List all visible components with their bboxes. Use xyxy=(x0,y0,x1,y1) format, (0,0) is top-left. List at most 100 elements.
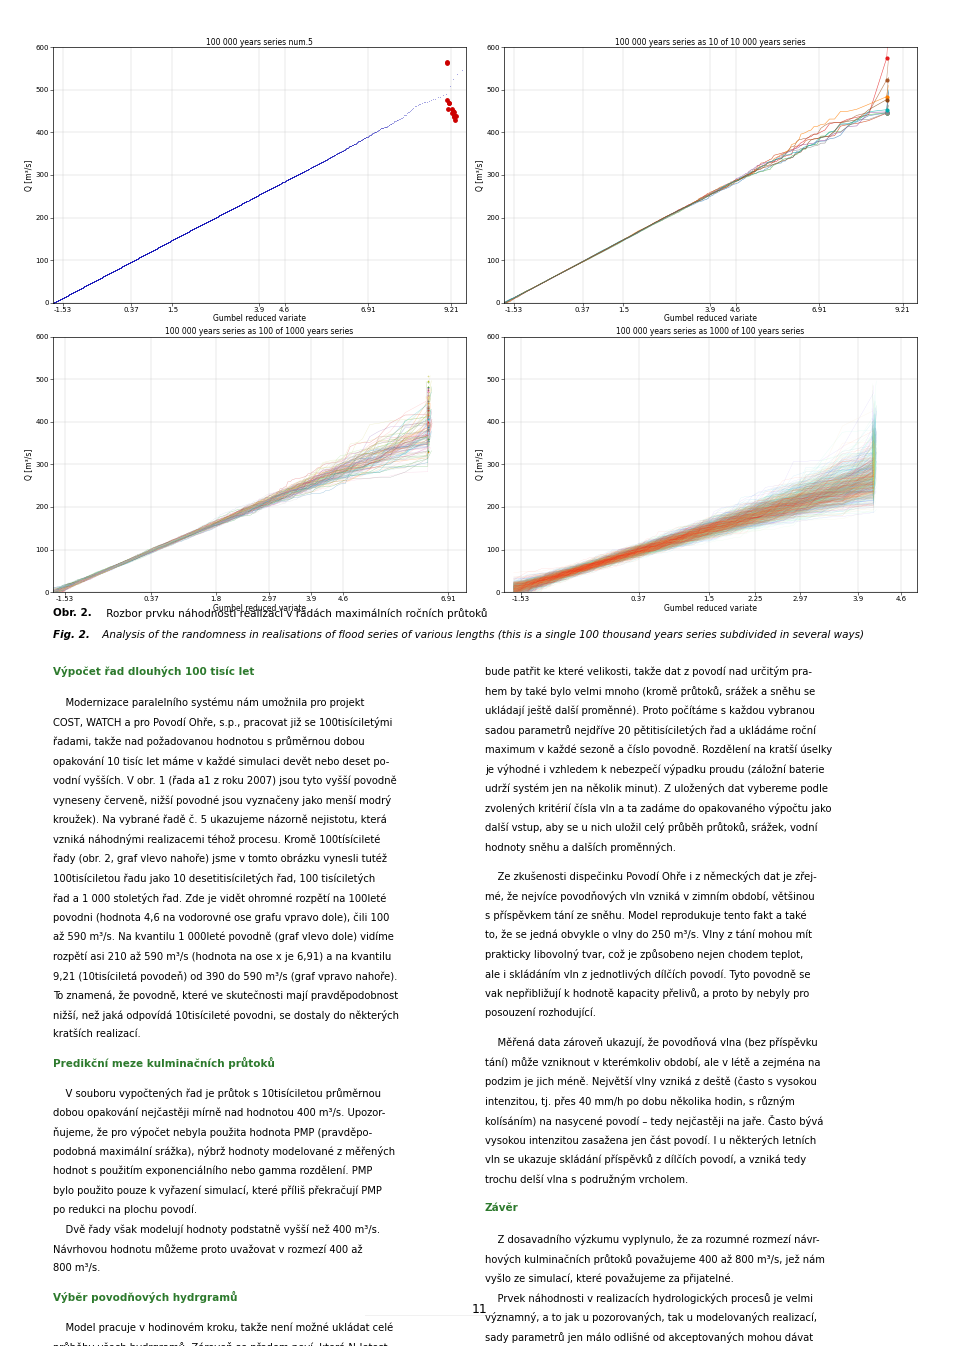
Point xyxy=(244,188,259,210)
Point xyxy=(102,262,117,284)
Point xyxy=(96,265,111,287)
Point xyxy=(80,275,95,296)
Point xyxy=(157,233,173,254)
Point xyxy=(266,176,281,198)
Point xyxy=(153,236,168,257)
Point xyxy=(84,272,100,293)
Point xyxy=(170,226,185,248)
Point xyxy=(189,217,204,238)
Point xyxy=(82,273,97,295)
Point xyxy=(159,232,175,253)
Point xyxy=(125,250,140,272)
Point xyxy=(101,264,116,285)
Point xyxy=(122,252,137,273)
Point xyxy=(62,284,78,306)
Point xyxy=(85,271,101,292)
Point xyxy=(132,246,148,268)
Point xyxy=(123,252,138,273)
Point xyxy=(83,273,98,295)
Point xyxy=(161,232,177,253)
Point xyxy=(126,249,141,271)
Point xyxy=(88,269,104,291)
Point xyxy=(80,275,95,296)
Point xyxy=(126,250,141,272)
Point xyxy=(60,285,75,307)
Point xyxy=(100,264,115,285)
Point xyxy=(106,261,121,283)
Point xyxy=(167,227,182,249)
Point xyxy=(148,238,163,260)
Point xyxy=(151,237,166,258)
Point xyxy=(95,267,110,288)
Point xyxy=(229,195,245,217)
Point xyxy=(148,238,163,260)
Point xyxy=(189,217,204,238)
Point xyxy=(154,236,169,257)
Point xyxy=(147,238,162,260)
Point xyxy=(121,253,136,275)
Point xyxy=(114,256,130,277)
Point xyxy=(120,253,135,275)
Point xyxy=(167,227,182,249)
Point xyxy=(139,242,155,264)
Point xyxy=(123,252,138,273)
Point xyxy=(152,236,167,257)
Point xyxy=(162,230,178,252)
Point xyxy=(114,256,130,277)
Point xyxy=(102,262,117,284)
Point xyxy=(228,197,243,218)
Point xyxy=(148,238,163,260)
Point xyxy=(204,210,219,232)
Point xyxy=(87,271,103,292)
Point xyxy=(132,246,148,268)
Point xyxy=(130,248,145,269)
Point xyxy=(251,184,266,206)
Point xyxy=(140,242,156,264)
Point xyxy=(173,225,188,246)
Point xyxy=(136,244,152,265)
Point xyxy=(81,273,96,295)
Point xyxy=(126,250,141,272)
Point xyxy=(82,273,97,295)
Point xyxy=(217,202,232,223)
Point xyxy=(181,221,197,242)
Point xyxy=(87,271,103,292)
Point xyxy=(182,219,198,241)
Point xyxy=(125,250,140,272)
Point xyxy=(114,256,130,277)
Point xyxy=(141,242,156,264)
Point xyxy=(149,238,164,260)
Point xyxy=(134,245,150,267)
Point xyxy=(81,273,96,295)
Point xyxy=(132,246,148,268)
Point xyxy=(103,262,118,284)
Point xyxy=(130,248,145,269)
Point xyxy=(106,260,121,281)
Point xyxy=(188,217,204,238)
Point xyxy=(151,237,166,258)
Point xyxy=(52,289,67,311)
Point xyxy=(165,229,180,250)
Point xyxy=(159,232,175,253)
Point xyxy=(171,226,186,248)
Point xyxy=(192,215,207,237)
Point xyxy=(114,256,130,277)
Point xyxy=(61,284,77,306)
Point xyxy=(116,254,132,276)
Point xyxy=(182,221,198,242)
Point xyxy=(164,229,180,250)
Point xyxy=(133,246,149,268)
Point xyxy=(237,191,252,213)
Point xyxy=(293,163,308,184)
Point xyxy=(89,269,105,291)
Point xyxy=(69,280,84,302)
Point xyxy=(167,227,182,249)
Point xyxy=(178,222,193,244)
Point xyxy=(144,241,159,262)
Point xyxy=(126,250,141,272)
Point xyxy=(113,257,129,279)
Point xyxy=(78,275,93,296)
Point xyxy=(242,188,257,210)
Point xyxy=(94,267,109,288)
Point xyxy=(57,287,72,308)
